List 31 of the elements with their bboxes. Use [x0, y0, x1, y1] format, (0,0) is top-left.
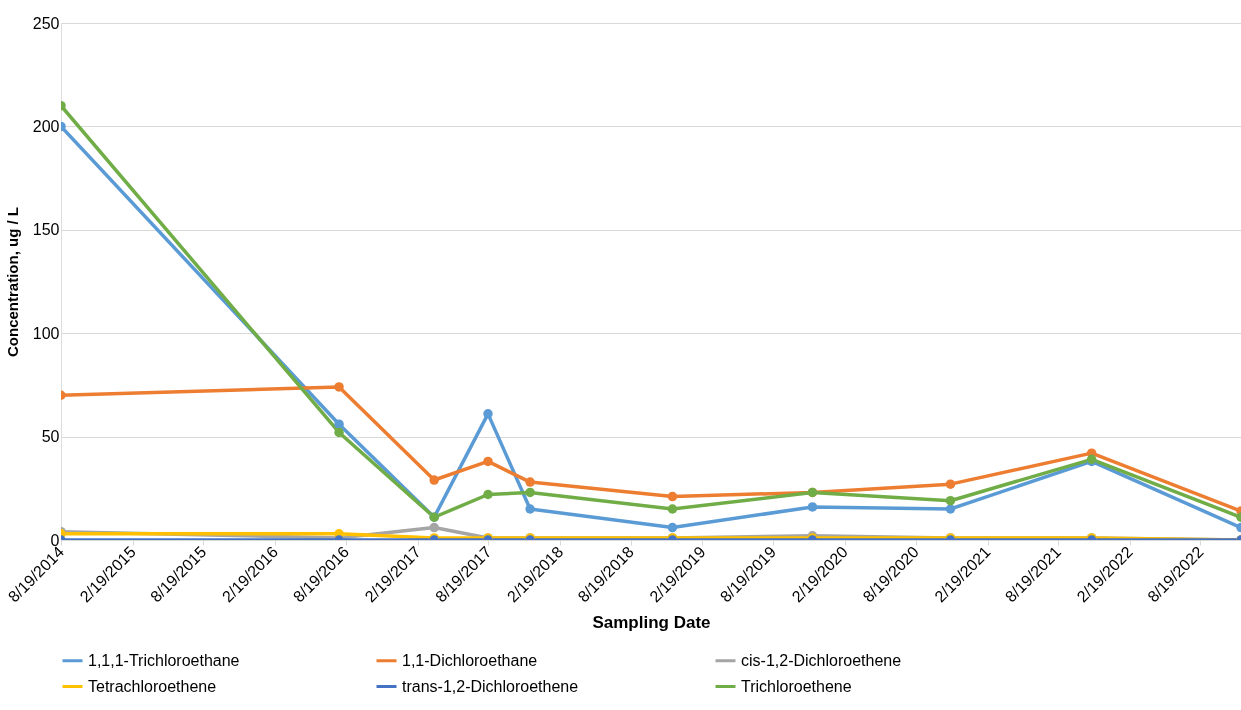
legend-label: Tetrachloroethene: [88, 677, 217, 695]
point: [334, 419, 344, 429]
point: [945, 479, 956, 489]
y-tick-label: 250: [32, 14, 60, 32]
point: [667, 522, 678, 533]
point: [667, 504, 678, 514]
legend-label: 1,1-Dichloroethane: [402, 651, 538, 669]
point: [483, 489, 493, 500]
legend-label: cis-1,2-Dichloroethene: [741, 651, 902, 669]
point: [525, 487, 535, 498]
y-tick-label: 200: [32, 117, 60, 135]
point: [525, 477, 535, 487]
y-tick-label: 150: [32, 221, 60, 239]
legend-label: Trichloroethene: [741, 677, 852, 695]
point: [525, 504, 535, 514]
point: [429, 522, 439, 533]
point: [945, 504, 956, 514]
point: [429, 475, 439, 485]
point: [334, 382, 344, 392]
y-tick-label: 100: [32, 324, 60, 342]
point: [945, 495, 956, 506]
point: [483, 456, 493, 467]
point: [334, 427, 344, 438]
point: [667, 491, 678, 502]
point: [807, 502, 818, 512]
y-tick-label: 50: [41, 428, 60, 446]
legend-label: trans-1,2-Dichloroethene: [402, 677, 579, 695]
x-axis-title: Sampling Date: [592, 613, 711, 633]
y-axis-title: Concentration, ug / L: [3, 207, 21, 357]
legend-label: 1,1,1-Trichloroethane: [88, 651, 240, 669]
point: [483, 409, 493, 419]
